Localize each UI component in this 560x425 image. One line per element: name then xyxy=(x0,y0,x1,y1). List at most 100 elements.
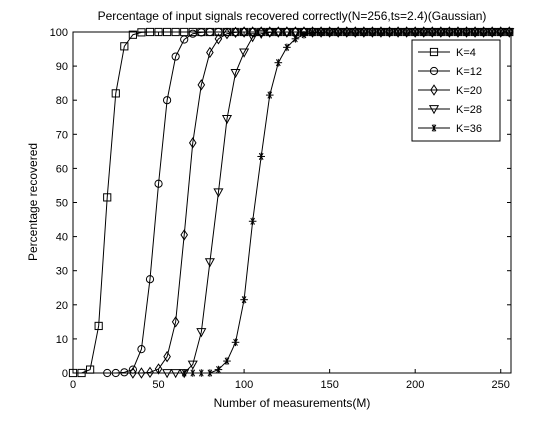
data-point xyxy=(264,28,275,38)
data-point xyxy=(488,28,496,36)
data-point xyxy=(298,28,310,38)
x-axis-label: Number of measurements(M) xyxy=(214,396,371,410)
data-point xyxy=(290,28,301,38)
data-point xyxy=(137,345,146,354)
data-point xyxy=(471,28,479,36)
data-point xyxy=(180,35,189,44)
data-point xyxy=(325,28,334,36)
legend-marker xyxy=(429,47,439,57)
data-point xyxy=(111,89,120,98)
data-point xyxy=(146,366,154,379)
data-point xyxy=(214,33,223,45)
data-point xyxy=(479,28,488,36)
data-point xyxy=(385,28,394,36)
y-tick-label: 70 xyxy=(56,129,68,141)
data-point xyxy=(129,367,137,379)
data-point xyxy=(68,368,78,378)
data-point xyxy=(300,30,308,39)
data-point xyxy=(187,360,198,370)
data-point xyxy=(111,368,120,378)
data-point xyxy=(163,350,171,363)
data-point xyxy=(204,258,215,268)
legend-label: K=12 xyxy=(456,66,482,78)
data-point xyxy=(205,27,214,37)
data-point xyxy=(496,28,505,36)
data-point xyxy=(360,28,368,36)
legend-item: K=20 xyxy=(418,84,482,97)
data-point xyxy=(206,369,214,377)
legend-item: K=36 xyxy=(418,123,482,135)
data-point xyxy=(462,28,471,36)
legend-item: K=12 xyxy=(418,66,482,78)
data-point xyxy=(273,28,284,38)
legend-marker xyxy=(430,84,438,96)
data-point xyxy=(188,369,197,377)
data-point xyxy=(120,42,129,51)
data-point xyxy=(154,27,163,37)
data-point xyxy=(171,316,180,328)
data-point xyxy=(163,96,172,105)
data-point xyxy=(411,28,419,36)
chart-title: Percentage of input signals recovered co… xyxy=(98,9,487,23)
data-point xyxy=(94,321,103,331)
data-point xyxy=(128,30,137,39)
data-point xyxy=(163,27,172,37)
data-point xyxy=(342,28,351,36)
data-point xyxy=(419,28,428,36)
data-point xyxy=(239,48,250,58)
legend-marker xyxy=(429,66,439,76)
legend-item: K=4 xyxy=(418,47,476,59)
data-point xyxy=(281,28,292,38)
data-point xyxy=(206,46,214,59)
legend-marker xyxy=(430,124,438,132)
data-point xyxy=(197,79,206,91)
y-axis-label: Percentage recovered xyxy=(26,143,40,261)
data-point xyxy=(103,368,112,378)
data-point xyxy=(428,28,437,36)
data-point xyxy=(351,28,360,36)
y-tick-label: 10 xyxy=(56,334,68,346)
y-tick-label: 30 xyxy=(56,266,68,278)
data-point xyxy=(334,28,342,36)
data-point xyxy=(154,363,163,375)
y-tick-label: 90 xyxy=(56,61,68,73)
data-point xyxy=(170,369,181,379)
data-point xyxy=(394,28,402,36)
data-point xyxy=(231,26,240,39)
data-point xyxy=(145,27,155,37)
data-point xyxy=(454,28,462,36)
data-point xyxy=(317,28,325,37)
legend: K=4 K=12 K=20 K=28 K=36 xyxy=(411,39,501,142)
data-point xyxy=(505,28,514,36)
data-point xyxy=(445,28,454,36)
data-point xyxy=(162,369,173,379)
y-tick-label: 50 xyxy=(56,198,68,210)
data-point xyxy=(283,43,291,52)
data-point xyxy=(197,28,206,37)
data-point xyxy=(103,193,112,202)
y-tick-label: 20 xyxy=(56,300,68,312)
y-tick-label: 100 xyxy=(50,27,68,39)
x-tick-label: 150 xyxy=(320,379,338,391)
data-point xyxy=(180,369,189,377)
data-point xyxy=(154,179,163,188)
data-point xyxy=(214,27,223,37)
data-point xyxy=(120,368,129,377)
data-point xyxy=(223,357,231,365)
x-tick-label: 100 xyxy=(235,379,253,391)
data-point xyxy=(188,29,197,38)
data-point xyxy=(247,33,258,43)
data-point xyxy=(145,275,155,284)
legend-label: K=36 xyxy=(456,123,482,135)
y-tick-label: 0 xyxy=(62,368,68,380)
legend-label: K=4 xyxy=(456,47,476,59)
data-point xyxy=(230,69,241,79)
data-point xyxy=(368,28,377,36)
data-point xyxy=(196,328,207,338)
data-point xyxy=(240,295,248,304)
y-tick-label: 80 xyxy=(56,95,68,107)
data-point xyxy=(180,229,189,241)
data-point xyxy=(231,338,240,347)
